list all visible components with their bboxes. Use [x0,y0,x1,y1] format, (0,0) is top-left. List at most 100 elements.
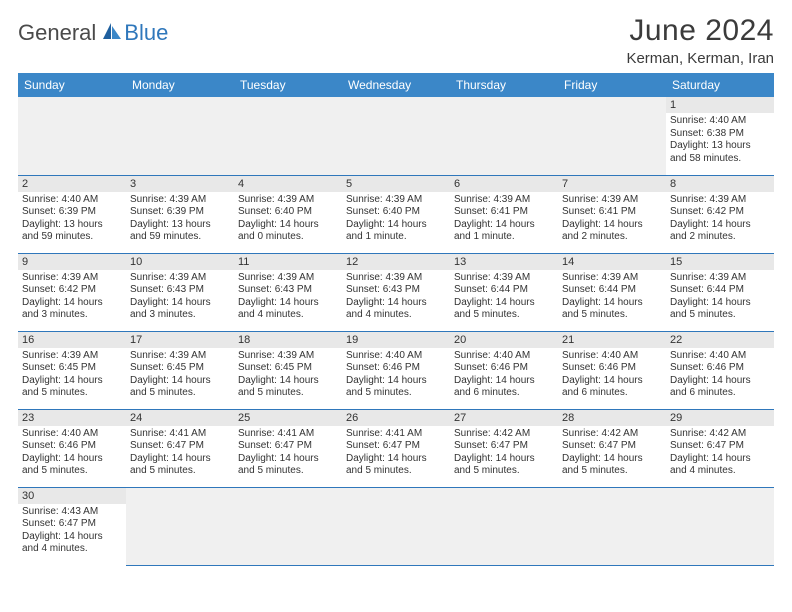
weekday-header: Friday [558,73,666,97]
day-line-d2: and 0 minutes. [238,231,338,244]
week-row: 2Sunrise: 4:40 AMSunset: 6:39 PMDaylight… [18,175,774,253]
day-number: 11 [234,254,342,270]
day-line-sr: Sunrise: 4:40 AM [22,428,122,441]
weekday-header: Monday [126,73,234,97]
day-line-d2: and 5 minutes. [454,465,554,478]
day-cell [126,487,234,565]
day-line-ss: Sunset: 6:38 PM [670,128,770,141]
day-cell: 9Sunrise: 4:39 AMSunset: 6:42 PMDaylight… [18,253,126,331]
day-body: Sunrise: 4:42 AMSunset: 6:47 PMDaylight:… [666,426,774,481]
day-line-ss: Sunset: 6:46 PM [562,362,662,375]
day-body: Sunrise: 4:39 AMSunset: 6:45 PMDaylight:… [126,348,234,403]
day-body: Sunrise: 4:39 AMSunset: 6:44 PMDaylight:… [450,270,558,325]
day-line-ss: Sunset: 6:40 PM [238,206,338,219]
day-line-ss: Sunset: 6:46 PM [346,362,446,375]
day-number: 23 [18,410,126,426]
day-line-d2: and 59 minutes. [130,231,230,244]
day-cell: 15Sunrise: 4:39 AMSunset: 6:44 PMDayligh… [666,253,774,331]
day-cell [342,487,450,565]
day-line-sr: Sunrise: 4:40 AM [670,350,770,363]
day-line-d2: and 1 minute. [346,231,446,244]
day-line-sr: Sunrise: 4:39 AM [670,272,770,285]
day-line-d1: Daylight: 14 hours [454,453,554,466]
day-number: 15 [666,254,774,270]
day-cell: 27Sunrise: 4:42 AMSunset: 6:47 PMDayligh… [450,409,558,487]
day-cell [342,97,450,175]
day-number: 24 [126,410,234,426]
day-line-d2: and 5 minutes. [22,387,122,400]
day-body: Sunrise: 4:39 AMSunset: 6:44 PMDaylight:… [666,270,774,325]
logo-text-blue: Blue [124,20,168,46]
day-body: Sunrise: 4:39 AMSunset: 6:39 PMDaylight:… [126,192,234,247]
day-line-ss: Sunset: 6:47 PM [346,440,446,453]
day-body: Sunrise: 4:40 AMSunset: 6:39 PMDaylight:… [18,192,126,247]
day-line-d2: and 4 minutes. [22,543,122,556]
day-number: 10 [126,254,234,270]
day-line-sr: Sunrise: 4:39 AM [130,194,230,207]
day-cell: 8Sunrise: 4:39 AMSunset: 6:42 PMDaylight… [666,175,774,253]
day-cell [558,487,666,565]
day-body: Sunrise: 4:42 AMSunset: 6:47 PMDaylight:… [450,426,558,481]
day-line-d2: and 59 minutes. [22,231,122,244]
day-line-ss: Sunset: 6:42 PM [22,284,122,297]
week-row: 30Sunrise: 4:43 AMSunset: 6:47 PMDayligh… [18,487,774,565]
day-cell [234,97,342,175]
day-line-sr: Sunrise: 4:42 AM [562,428,662,441]
day-line-d2: and 5 minutes. [238,465,338,478]
day-line-d1: Daylight: 14 hours [130,375,230,388]
location: Kerman, Kerman, Iran [626,50,774,67]
day-cell: 21Sunrise: 4:40 AMSunset: 6:46 PMDayligh… [558,331,666,409]
day-cell: 10Sunrise: 4:39 AMSunset: 6:43 PMDayligh… [126,253,234,331]
weekday-header: Saturday [666,73,774,97]
day-line-sr: Sunrise: 4:43 AM [22,506,122,519]
day-cell: 30Sunrise: 4:43 AMSunset: 6:47 PMDayligh… [18,487,126,565]
day-cell: 6Sunrise: 4:39 AMSunset: 6:41 PMDaylight… [450,175,558,253]
day-number: 9 [18,254,126,270]
weekday-header: Tuesday [234,73,342,97]
day-body: Sunrise: 4:39 AMSunset: 6:41 PMDaylight:… [450,192,558,247]
day-line-ss: Sunset: 6:45 PM [238,362,338,375]
day-cell: 11Sunrise: 4:39 AMSunset: 6:43 PMDayligh… [234,253,342,331]
day-line-d1: Daylight: 14 hours [454,219,554,232]
day-line-d1: Daylight: 14 hours [346,219,446,232]
day-cell: 17Sunrise: 4:39 AMSunset: 6:45 PMDayligh… [126,331,234,409]
day-line-sr: Sunrise: 4:40 AM [346,350,446,363]
day-line-d1: Daylight: 14 hours [562,297,662,310]
day-number: 29 [666,410,774,426]
day-line-sr: Sunrise: 4:40 AM [562,350,662,363]
day-cell: 5Sunrise: 4:39 AMSunset: 6:40 PMDaylight… [342,175,450,253]
day-line-sr: Sunrise: 4:39 AM [454,272,554,285]
day-line-sr: Sunrise: 4:40 AM [22,194,122,207]
day-number: 19 [342,332,450,348]
day-line-ss: Sunset: 6:47 PM [562,440,662,453]
day-cell [558,97,666,175]
day-line-d1: Daylight: 14 hours [22,531,122,544]
day-number: 16 [18,332,126,348]
day-cell [450,487,558,565]
day-line-d2: and 3 minutes. [130,309,230,322]
day-body: Sunrise: 4:41 AMSunset: 6:47 PMDaylight:… [342,426,450,481]
day-number: 30 [18,488,126,504]
day-line-d2: and 5 minutes. [130,465,230,478]
day-line-d1: Daylight: 14 hours [130,453,230,466]
day-body: Sunrise: 4:39 AMSunset: 6:40 PMDaylight:… [342,192,450,247]
day-line-d1: Daylight: 14 hours [346,297,446,310]
day-line-d2: and 1 minute. [454,231,554,244]
day-line-ss: Sunset: 6:39 PM [130,206,230,219]
day-number: 2 [18,176,126,192]
day-line-ss: Sunset: 6:44 PM [670,284,770,297]
day-line-ss: Sunset: 6:45 PM [130,362,230,375]
day-line-ss: Sunset: 6:40 PM [346,206,446,219]
day-cell: 22Sunrise: 4:40 AMSunset: 6:46 PMDayligh… [666,331,774,409]
day-line-sr: Sunrise: 4:39 AM [130,350,230,363]
day-line-sr: Sunrise: 4:42 AM [670,428,770,441]
day-line-sr: Sunrise: 4:41 AM [238,428,338,441]
day-line-d1: Daylight: 14 hours [238,297,338,310]
day-cell: 18Sunrise: 4:39 AMSunset: 6:45 PMDayligh… [234,331,342,409]
day-line-d1: Daylight: 14 hours [562,219,662,232]
day-body: Sunrise: 4:40 AMSunset: 6:46 PMDaylight:… [450,348,558,403]
day-line-d1: Daylight: 13 hours [22,219,122,232]
day-line-d1: Daylight: 14 hours [670,453,770,466]
day-line-ss: Sunset: 6:43 PM [130,284,230,297]
weekday-header-row: Sunday Monday Tuesday Wednesday Thursday… [18,73,774,97]
